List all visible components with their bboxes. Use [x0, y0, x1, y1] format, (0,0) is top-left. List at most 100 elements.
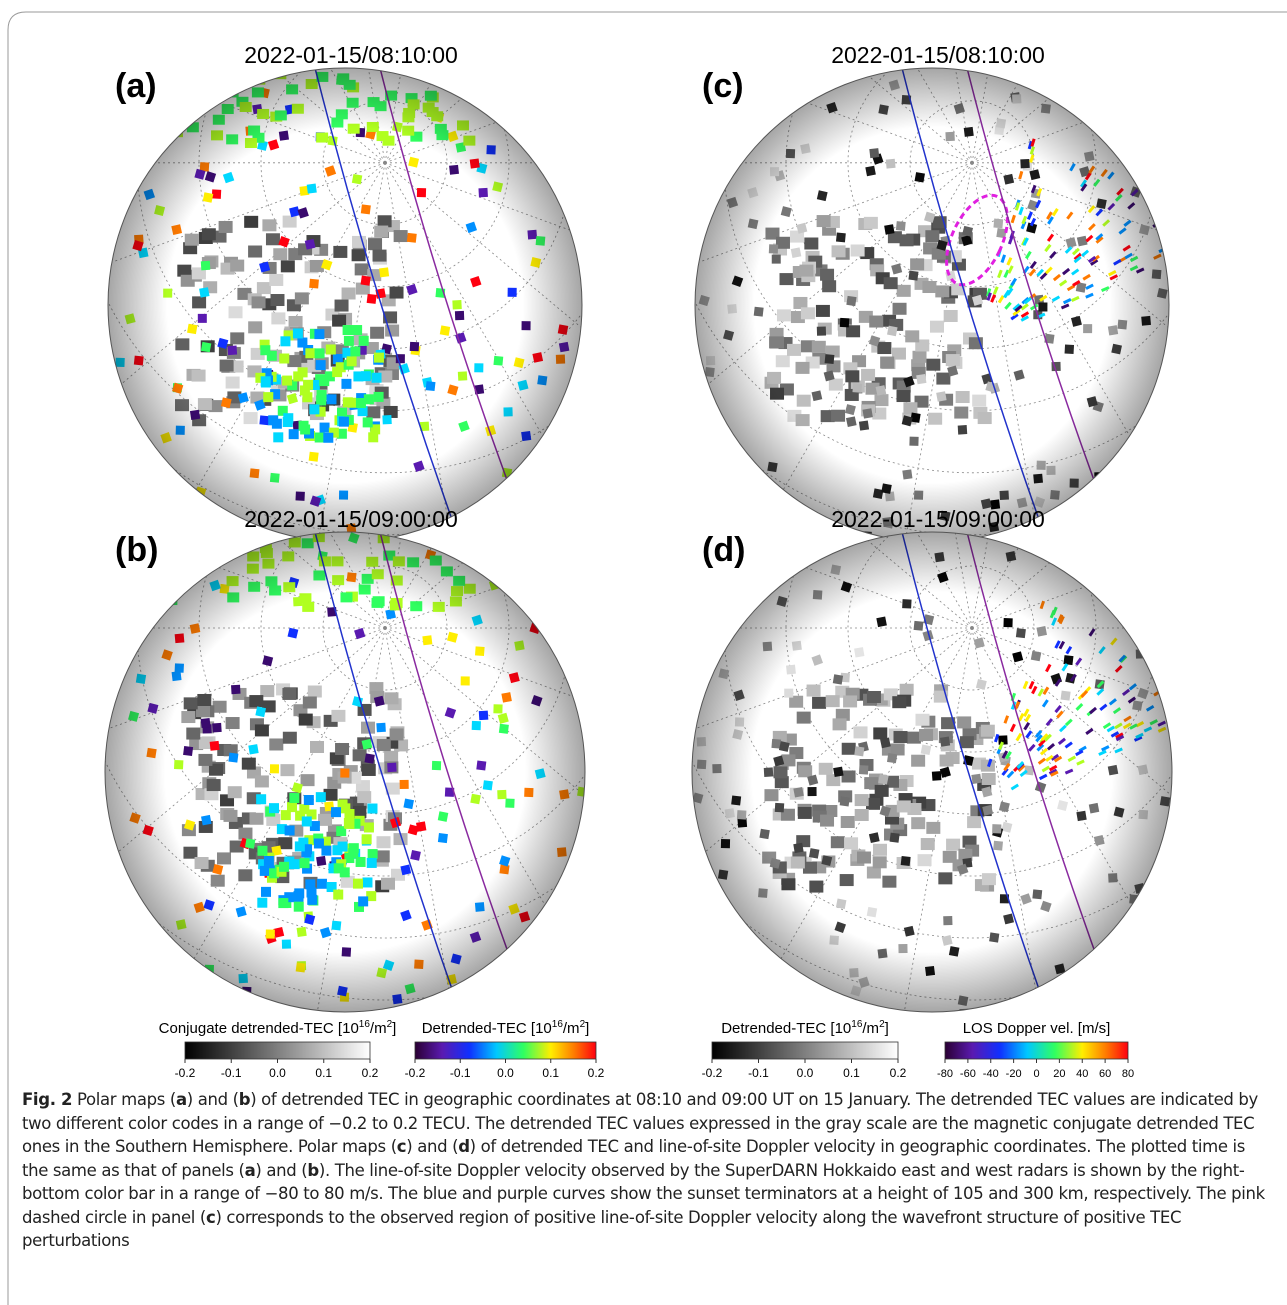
colorbar-title: Detrended-TEC [1016/m2]	[422, 1019, 590, 1037]
title-run: 2	[879, 1019, 885, 1030]
tec-patch	[176, 533, 189, 544]
panel-label: (b)	[115, 531, 158, 569]
caption-run: ) of detrended TEC and line-of-site Dopp…	[22, 1137, 1246, 1180]
colorbar-tick-label: 0.0	[497, 1066, 514, 1080]
title-run: LOS Dopper vel. [m/s]	[963, 1020, 1111, 1037]
colorbar	[184, 1041, 371, 1060]
timestamp: 2022-01-15/08:10:00	[831, 42, 1045, 68]
tec-patch	[215, 546, 228, 557]
colorbar	[944, 1041, 1129, 1060]
colorbar-tick-label: -80	[937, 1068, 953, 1080]
colorbar-tick-label: 0.1	[315, 1066, 332, 1080]
caption-run: b	[307, 1160, 319, 1180]
tec-patch	[187, 91, 200, 102]
caption-run: ) corresponds to the observed region of …	[22, 1207, 1182, 1251]
globe-shade	[692, 532, 1172, 1012]
colorbar	[711, 1041, 899, 1060]
tec-patch	[461, 77, 474, 88]
globe-edge	[104, 531, 586, 1013]
tec-patch	[457, 539, 470, 550]
caption-run: d	[458, 1137, 470, 1156]
title-run: /m	[563, 1020, 580, 1037]
colorbar-tick-label: 0.0	[269, 1066, 286, 1080]
colorbar	[414, 1041, 597, 1060]
title-run: Conjugate detrended-TEC [10	[159, 1020, 359, 1037]
tec-patch	[187, 69, 200, 80]
colorbar-tick-label: 0.1	[542, 1066, 559, 1080]
tec-patch	[211, 78, 224, 89]
timestamp: 2022-01-15/09:00:00	[831, 506, 1045, 532]
title-run: 2	[580, 1019, 586, 1030]
tec-patch	[430, 534, 443, 545]
tec-patch	[221, 540, 234, 551]
tec-patch	[184, 549, 197, 560]
globe	[692, 532, 1172, 1012]
caption-run: c	[396, 1137, 407, 1156]
caption-run: a	[175, 1090, 187, 1109]
globe-edge	[691, 531, 1173, 1013]
tec-patch	[195, 548, 208, 559]
tec-patch	[222, 544, 235, 555]
tec-patch	[205, 80, 218, 91]
tec-patch	[189, 547, 202, 558]
title-run: ]	[392, 1020, 396, 1037]
colorbar-tick-label: 0.2	[588, 1066, 605, 1080]
tec-patch	[218, 72, 231, 83]
caption-run: b	[238, 1090, 251, 1109]
caption-run: Polar maps (	[72, 1090, 176, 1109]
colorbar-title: Conjugate detrended-TEC [1016/m2]	[159, 1019, 397, 1037]
panel-label: (c)	[702, 67, 744, 105]
caption-run: ). The line-of-site Doppler velocity obs…	[22, 1160, 1265, 1227]
title-run: /m	[370, 1020, 387, 1037]
globe-shade	[105, 532, 585, 1012]
panel-label: (a)	[115, 67, 157, 105]
globe-shade	[695, 68, 1169, 542]
tec-patch	[165, 552, 178, 563]
caption-run: Fig. 2	[22, 1090, 73, 1109]
caption-run: ) and (	[406, 1137, 459, 1156]
colorbar-tick-label: -0.1	[450, 1066, 471, 1080]
colorbar-tick-label: 0	[1033, 1068, 1039, 1080]
globe	[695, 68, 1169, 542]
panel-label: (d)	[702, 531, 745, 569]
colorbar-tick-label: 0.2	[890, 1066, 907, 1080]
title-run: 2	[387, 1019, 393, 1030]
colorbar-tick-label: 40	[1076, 1068, 1088, 1080]
title-run: /m	[862, 1020, 879, 1037]
colorbar-tick-label: -60	[960, 1068, 976, 1080]
tec-patch	[193, 549, 206, 560]
tec-patch	[183, 562, 196, 573]
colorbar-tick-label: -0.1	[748, 1066, 769, 1080]
timestamp: 2022-01-15/08:10:00	[244, 42, 458, 68]
tec-patch	[196, 83, 209, 94]
colorbar-tick-label: -0.2	[702, 1066, 723, 1080]
tec-patch	[186, 109, 199, 120]
colorbar-tick-label: 0.0	[797, 1066, 814, 1080]
colorbar-title: LOS Dopper vel. [m/s]	[963, 1020, 1111, 1037]
caption: Fig. 2 Polar maps (a) and (b) of detrend…	[22, 1088, 1272, 1253]
colorbar-tick-label: 0.1	[843, 1066, 860, 1080]
globe-shade	[108, 68, 582, 542]
colorbar-tick-label: -20	[1006, 1068, 1022, 1080]
tec-patch	[247, 68, 260, 79]
title-run: Detrended-TEC [10	[422, 1020, 552, 1037]
colorbar-tick-label: -0.2	[175, 1066, 196, 1080]
frame	[7, 11, 1287, 1305]
colorbar-title: Detrended-TEC [1016/m2]	[721, 1019, 889, 1037]
colorbar-tick-label: 60	[1099, 1068, 1111, 1080]
caption-run: ) and (	[255, 1160, 308, 1180]
title-run: ]	[885, 1020, 889, 1037]
colorbar-tick-label: 20	[1053, 1068, 1065, 1080]
caption-run: c	[206, 1207, 216, 1227]
tec-patch	[171, 532, 184, 543]
title-run: 16	[851, 1019, 863, 1030]
caption-run: ) of detrended TEC in geographic coordin…	[22, 1090, 1258, 1156]
caption-run: a	[244, 1160, 256, 1180]
tec-patch	[186, 552, 199, 563]
colorbar-tick-label: -0.2	[405, 1066, 426, 1080]
title-run: 16	[552, 1019, 564, 1030]
title-run: ]	[585, 1020, 589, 1037]
colorbar-tick-label: 80	[1122, 1068, 1134, 1080]
